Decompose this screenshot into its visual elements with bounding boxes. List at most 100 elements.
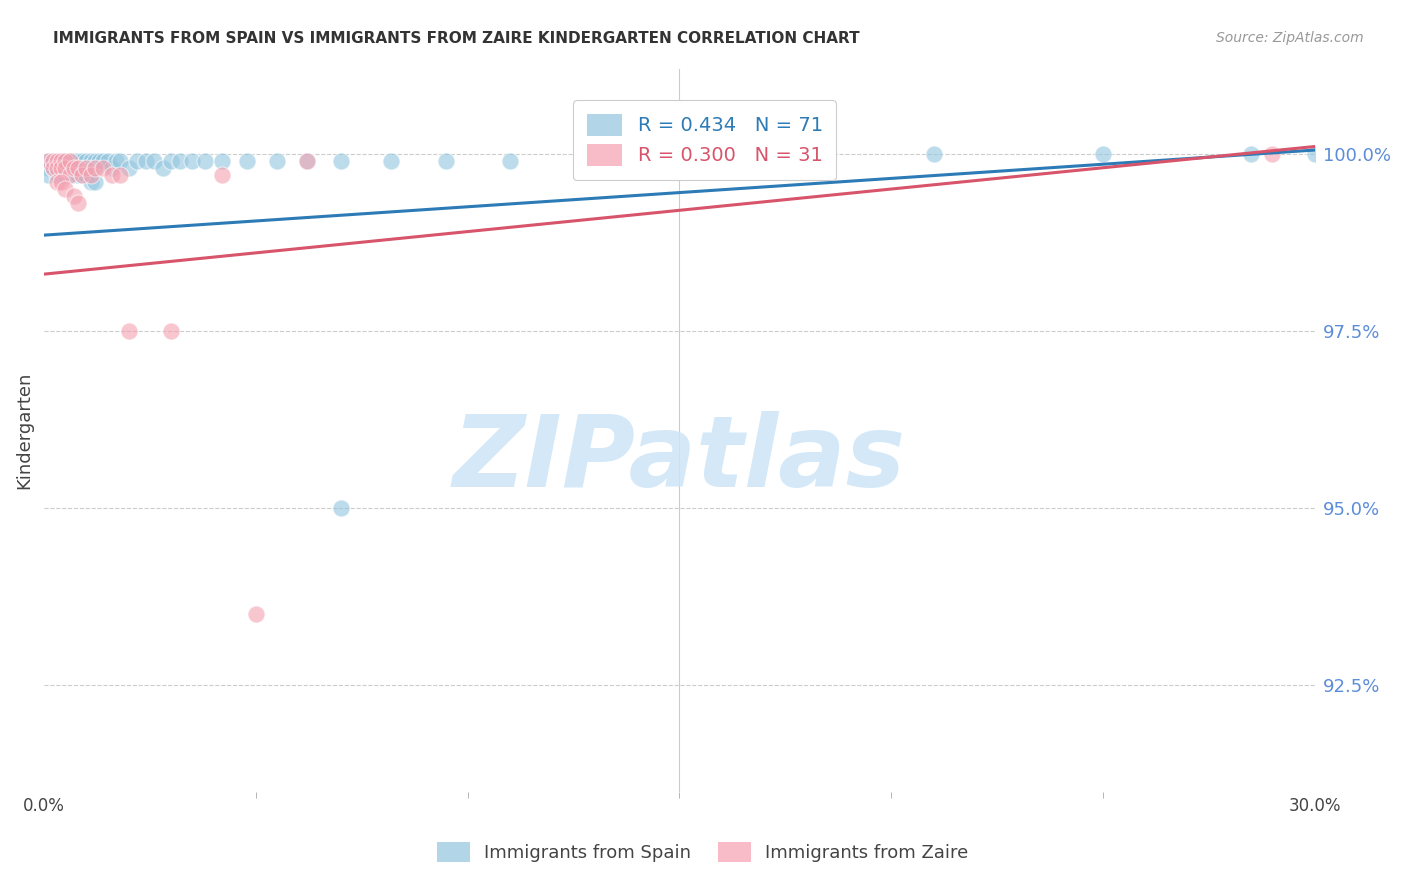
Point — [626, 153, 648, 168]
Legend: R = 0.434   N = 71, R = 0.300   N = 31: R = 0.434 N = 71, R = 0.300 N = 31 — [574, 100, 837, 180]
Point — [80, 153, 103, 168]
Point — [49, 153, 72, 168]
Point — [295, 153, 318, 168]
Point — [62, 153, 84, 168]
Point — [45, 168, 67, 182]
Point — [37, 161, 59, 175]
Point — [796, 146, 818, 161]
Point — [58, 168, 80, 182]
Point — [53, 153, 76, 168]
Point — [45, 161, 67, 175]
Point — [143, 153, 166, 168]
Point — [49, 153, 72, 168]
Point — [70, 153, 93, 168]
Point — [49, 175, 72, 189]
Point — [84, 161, 107, 175]
Point — [58, 161, 80, 175]
Point — [62, 161, 84, 175]
Point — [41, 153, 63, 168]
Point — [53, 168, 76, 182]
Point — [53, 153, 76, 168]
Text: ZIPatlas: ZIPatlas — [453, 410, 905, 508]
Point — [84, 161, 107, 175]
Point — [53, 182, 76, 196]
Point — [53, 153, 76, 168]
Point — [45, 161, 67, 175]
Point — [194, 153, 217, 168]
Point — [80, 161, 103, 175]
Point — [110, 153, 132, 168]
Point — [58, 168, 80, 182]
Point — [380, 153, 402, 168]
Point — [1091, 146, 1114, 161]
Point — [329, 153, 352, 168]
Point — [105, 153, 128, 168]
Point — [49, 153, 72, 168]
Point — [499, 153, 522, 168]
Point — [80, 168, 103, 182]
Point — [93, 153, 115, 168]
Point — [436, 153, 458, 168]
Point — [75, 161, 97, 175]
Point — [89, 153, 111, 168]
Point — [62, 153, 84, 168]
Point — [66, 161, 89, 175]
Point — [181, 153, 204, 168]
Point — [49, 161, 72, 175]
Point — [53, 161, 76, 175]
Point — [45, 153, 67, 168]
Point — [118, 161, 141, 175]
Point — [127, 153, 149, 168]
Text: Source: ZipAtlas.com: Source: ZipAtlas.com — [1216, 31, 1364, 45]
Point — [41, 161, 63, 175]
Point — [45, 175, 67, 189]
Point — [41, 153, 63, 168]
Point — [152, 161, 174, 175]
Point — [236, 153, 259, 168]
Point — [922, 146, 945, 161]
Point — [66, 161, 89, 175]
Point — [37, 168, 59, 182]
Point — [49, 168, 72, 182]
Point — [1261, 146, 1284, 161]
Point — [135, 153, 157, 168]
Point — [66, 153, 89, 168]
Point — [101, 168, 124, 182]
Point — [62, 189, 84, 203]
Point — [93, 161, 115, 175]
Point — [58, 153, 80, 168]
Point — [583, 153, 606, 168]
Point — [58, 153, 80, 168]
Point — [295, 153, 318, 168]
Point — [101, 161, 124, 175]
Point — [160, 324, 183, 338]
Text: IMMIGRANTS FROM SPAIN VS IMMIGRANTS FROM ZAIRE KINDERGARTEN CORRELATION CHART: IMMIGRANTS FROM SPAIN VS IMMIGRANTS FROM… — [53, 31, 860, 46]
Point — [37, 153, 59, 168]
Point — [75, 153, 97, 168]
Point — [62, 161, 84, 175]
Point — [97, 153, 120, 168]
Point — [110, 168, 132, 182]
Point — [53, 153, 76, 168]
Point — [66, 168, 89, 182]
Point — [70, 161, 93, 175]
Point — [53, 161, 76, 175]
Point — [49, 161, 72, 175]
Point — [80, 175, 103, 189]
Point — [41, 153, 63, 168]
Point — [266, 153, 288, 168]
Point — [84, 153, 107, 168]
Point — [1240, 146, 1263, 161]
Point — [70, 168, 93, 182]
Point — [689, 146, 711, 161]
Point — [160, 153, 183, 168]
Point — [118, 324, 141, 338]
Point — [70, 168, 93, 182]
Point — [329, 501, 352, 516]
Point — [37, 153, 59, 168]
Point — [75, 161, 97, 175]
Point — [45, 153, 67, 168]
Point — [211, 153, 233, 168]
Point — [62, 168, 84, 182]
Y-axis label: Kindergarten: Kindergarten — [15, 371, 32, 489]
